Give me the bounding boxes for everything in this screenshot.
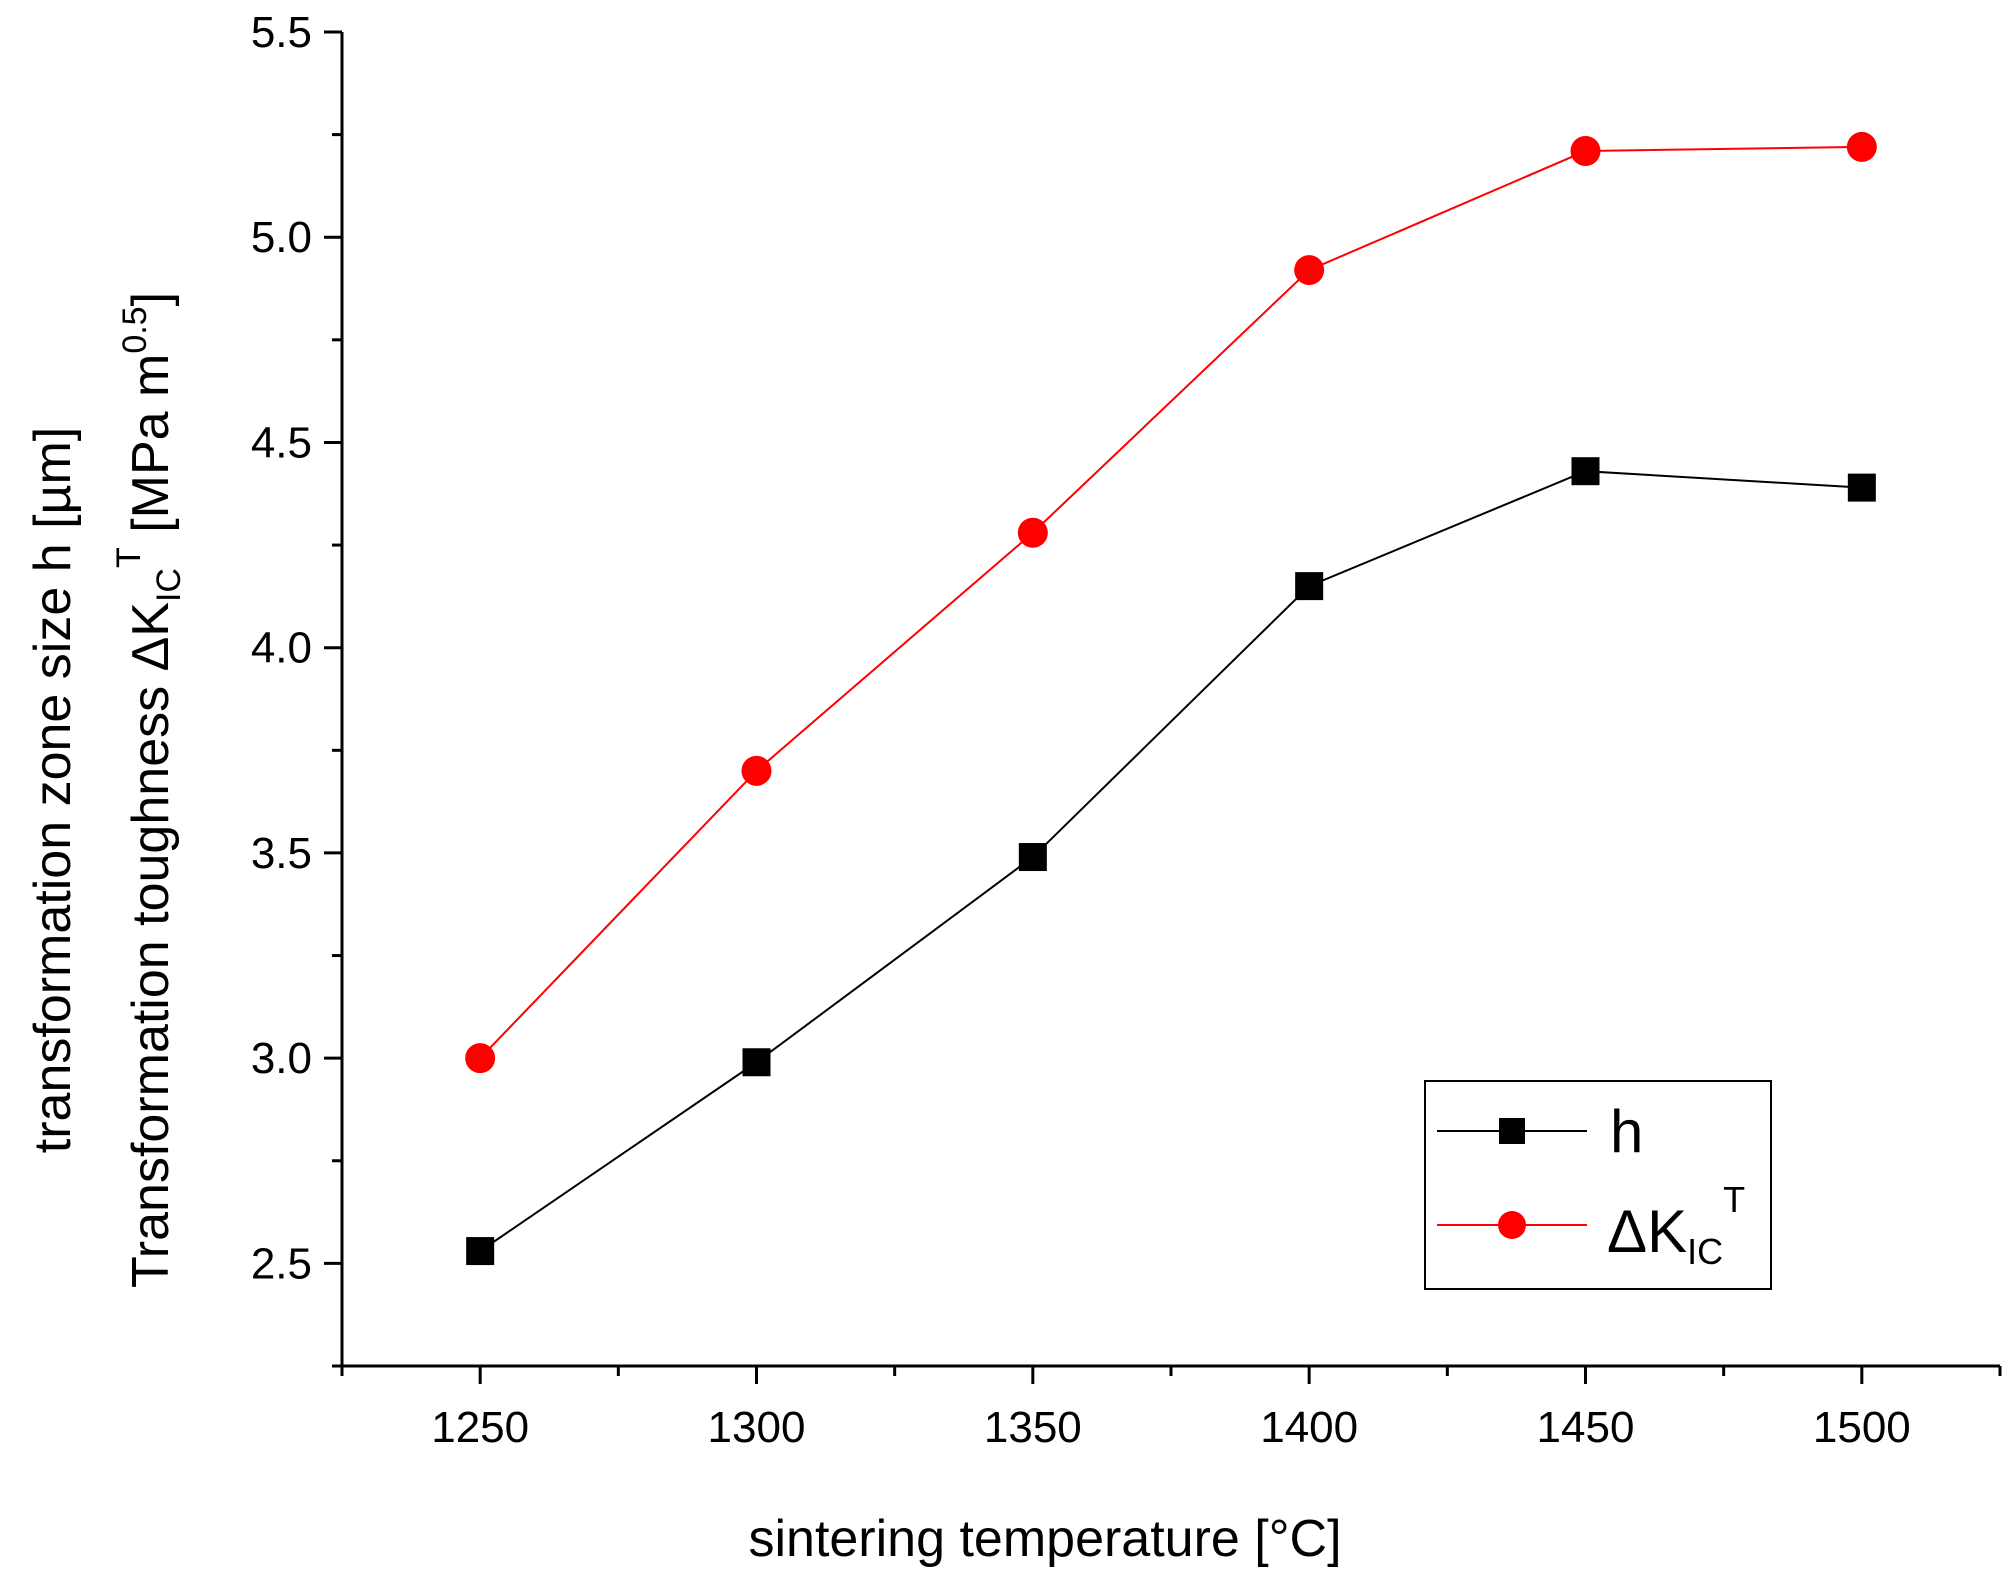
y-axis-title-line2-sup: T (110, 547, 148, 568)
data-point-circle (1570, 136, 1601, 167)
data-point-square (1571, 457, 1600, 486)
legend-marker-h (1499, 1118, 1525, 1144)
y-tick-label: 5.0 (251, 213, 312, 262)
x-tick-label: 1300 (708, 1403, 806, 1452)
legend-marker-dk (1498, 1211, 1526, 1239)
data-point-circle (1294, 255, 1325, 286)
series-h (466, 457, 1876, 1266)
data-point-square (1018, 843, 1047, 872)
axes: 2.5 3.0 3.5 4.0 4.5 5.0 5.5 1250 1300 1350 1400 145… (251, 8, 2002, 1452)
y-tick-label: 2.5 (251, 1239, 312, 1288)
y-tick-label: 5.5 (251, 8, 312, 57)
legend: h ΔKICT (1424, 1080, 1772, 1290)
data-point-square (1847, 473, 1876, 502)
y-tick-label: 3.5 (251, 829, 312, 878)
legend-label-dk-main: ΔK (1607, 1198, 1687, 1265)
legend-label-dk: ΔKICT (1607, 1179, 1745, 1272)
y-axis-title-line2-end: ] (122, 292, 180, 306)
y-tick-label: 4.5 (251, 418, 312, 467)
y-axis-title-line1: transformation zone size h [µm] (24, 427, 82, 1153)
data-point-circle (1846, 131, 1877, 162)
y-tick-label: 3.0 (251, 1034, 312, 1083)
x-axis-title: sintering temperature [°C] (748, 1510, 1341, 1568)
x-tick-label: 1400 (1260, 1403, 1358, 1452)
series-layer (465, 131, 1877, 1266)
legend-label-dk-sub: IC (1687, 1231, 1723, 1272)
y-tick-label: 4.0 (251, 624, 312, 673)
y-axis-title-line2-sub: IC (150, 568, 188, 602)
legend-frame (1424, 1080, 1772, 1290)
data-point-circle (465, 1043, 496, 1074)
x-tick-label: 1500 (1813, 1403, 1911, 1452)
x-tick-label: 1250 (431, 1403, 529, 1452)
legend-label-h: h (1610, 1098, 1643, 1165)
data-point-square (742, 1048, 771, 1077)
x-tick-label: 1450 (1537, 1403, 1635, 1452)
data-point-square (1295, 572, 1324, 601)
legend-label-dk-sup: T (1723, 1179, 1745, 1220)
data-point-circle (741, 755, 772, 786)
y-axis-title-line2-main: Transformation toughness ΔK (122, 602, 180, 1288)
y-axis-title-line2: Transformation toughness ΔKICT [MPa m0.5… (110, 292, 188, 1288)
y-axis-title: transformation zone size h [µm] Transfor… (24, 292, 188, 1288)
y-axis-title-line2-exp: 0.5 (116, 306, 154, 353)
data-point-circle (1017, 517, 1048, 548)
y-axis-title-line2-tail: [MPa m (122, 354, 180, 548)
x-tick-label: 1350 (984, 1403, 1082, 1452)
series-delta-k (465, 131, 1877, 1074)
series-line (479, 145, 1862, 1059)
series-line (479, 470, 1862, 1252)
data-point-square (466, 1237, 495, 1266)
